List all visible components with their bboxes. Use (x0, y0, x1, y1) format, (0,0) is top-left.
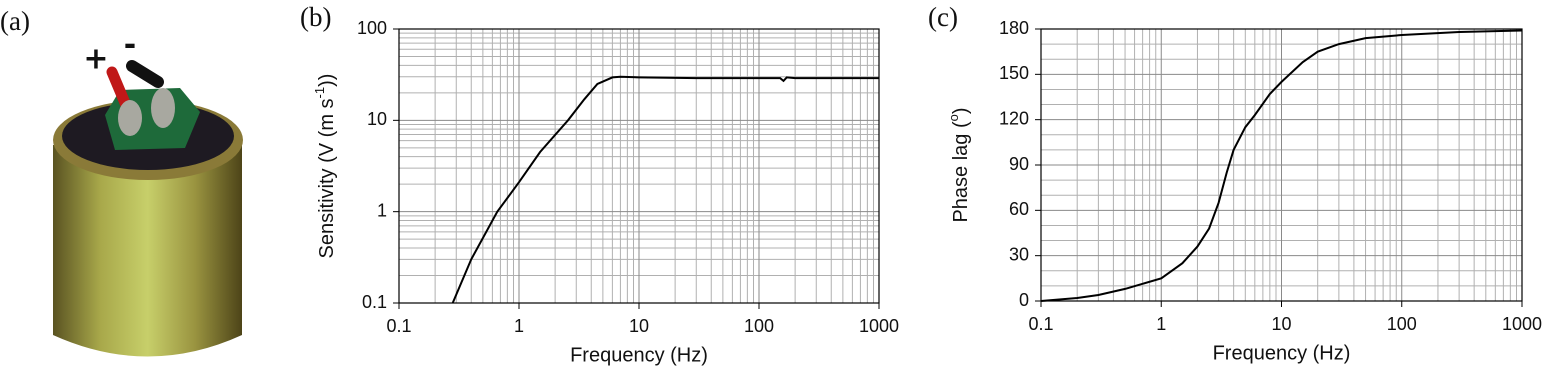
y-tick-label: 90 (1009, 154, 1029, 174)
plus-sign: + (83, 42, 108, 77)
y-tick-label: 10 (367, 109, 387, 129)
y-tick-label: 100 (357, 18, 387, 38)
solder (118, 100, 142, 136)
photo: (a) + - (0, 6, 243, 357)
y-axis-label: Sensitivity (V (m s-1)) (312, 74, 338, 259)
x-tick-label: 100 (744, 316, 774, 336)
y-axis-label-part: o (946, 114, 961, 121)
y-axis-label-part: -1 (312, 87, 327, 99)
y-tick-label: 0 (1019, 290, 1029, 310)
data-line (451, 75, 879, 304)
panel-label: (a) (0, 6, 30, 36)
x-tick-label: 10 (1271, 314, 1291, 334)
x-tick-label: 100 (1387, 314, 1417, 334)
y-axis-label-part: ) (950, 107, 972, 114)
y-tick-label: 1 (377, 200, 387, 220)
x-tick-label: 1 (1156, 314, 1166, 334)
plot-frame (1040, 28, 1523, 302)
x-tick-label: 0.1 (386, 316, 411, 336)
chart: 0.1 1 10 100 1000 0 30 60 90 120 150 180 Frequency (… (928, 2, 1542, 364)
x-tick-label: 1 (514, 316, 524, 336)
y-axis-label: Phase lag (o) (946, 107, 972, 222)
minus-sign: - (124, 28, 136, 63)
chart: 0.1 1 10 100 1000 0.1 1 10 100 Frequency (Hz) Sens… (300, 2, 899, 366)
x-axis-label: Frequency (Hz) (1213, 342, 1351, 364)
panel-label: (c) (928, 2, 958, 32)
black-wire (126, 60, 164, 88)
y-tick-label: 150 (999, 63, 1029, 83)
x-tick-label: 0.1 (1028, 314, 1053, 334)
y-axis-label-part: )) (316, 74, 338, 87)
y-tick-label: 120 (999, 108, 1029, 128)
data-line (1040, 29, 1523, 302)
y-axis-label-part: Phase lag ( (950, 121, 972, 223)
y-tick-label: 180 (999, 18, 1029, 38)
x-axis-label: Frequency (Hz) (570, 344, 708, 366)
panel-label: (b) (300, 2, 331, 32)
y-tick-label: 0.1 (362, 292, 387, 312)
solder (151, 88, 175, 128)
x-tick-label: 10 (629, 316, 649, 336)
x-tick-label: 1000 (859, 316, 899, 336)
y-tick-label: 60 (1009, 199, 1029, 219)
y-axis-label-part: Sensitivity (V (m s (316, 98, 338, 258)
x-tick-label: 1000 (1502, 314, 1542, 334)
y-tick-label: 30 (1009, 244, 1029, 264)
plot-frame (398, 28, 880, 304)
can-body (53, 145, 242, 357)
